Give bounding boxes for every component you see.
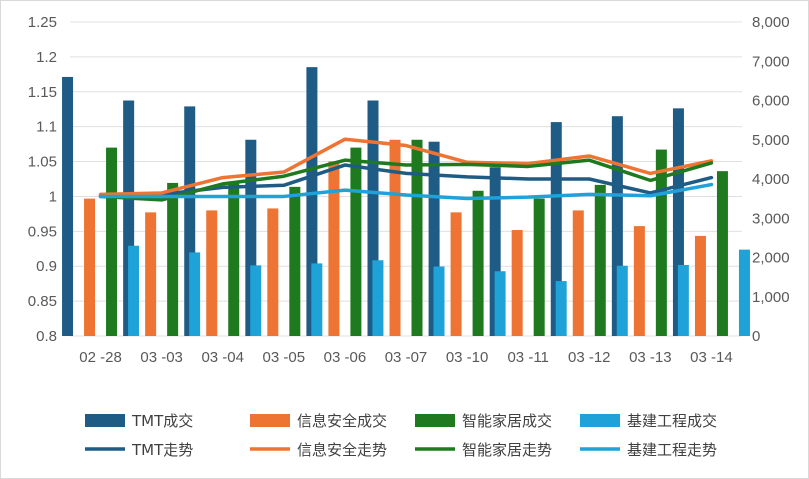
bar xyxy=(311,263,323,336)
x-tick-label: 03 -13 xyxy=(629,349,672,366)
bar xyxy=(655,149,667,336)
bar xyxy=(594,184,606,336)
bar xyxy=(306,67,318,336)
bar xyxy=(250,265,262,336)
bar xyxy=(367,100,379,336)
bar xyxy=(167,182,179,336)
bar xyxy=(228,182,240,336)
y-left-tick-label: 1.25 xyxy=(28,14,57,31)
legend-label: TMT成交 xyxy=(131,412,193,430)
bar xyxy=(123,100,135,336)
bar xyxy=(184,106,196,336)
y-left-tick-label: 1.05 xyxy=(28,154,57,171)
legend-label: 信息安全成交 xyxy=(297,412,387,430)
legend-label: 基建工程成交 xyxy=(627,412,717,430)
x-tick-label: 03 -12 xyxy=(568,349,611,366)
x-tick-label: 03 -04 xyxy=(201,349,244,366)
bar xyxy=(555,281,567,336)
bar xyxy=(328,161,340,336)
y-right-tick-label: 7,000 xyxy=(752,53,790,70)
bar xyxy=(267,208,279,336)
x-tick-label: 02 -28 xyxy=(79,349,122,366)
y-left-tick-label: 1.2 xyxy=(36,49,57,66)
y-right-tick-label: 4,000 xyxy=(752,171,790,188)
bar xyxy=(616,265,628,336)
y-right-tick-label: 3,000 xyxy=(752,210,790,227)
bar xyxy=(494,271,506,336)
bar xyxy=(372,260,384,336)
y-left-tick-label: 0.85 xyxy=(28,293,57,310)
legend-label: 智能家居走势 xyxy=(462,441,552,459)
bar xyxy=(450,212,462,336)
bar xyxy=(633,226,645,336)
bar xyxy=(489,167,501,336)
y-left-tick-label: 0.95 xyxy=(28,223,57,240)
bar xyxy=(62,76,74,336)
x-tick-label: 03 -03 xyxy=(140,349,183,366)
bar xyxy=(411,139,423,336)
legend-label: 信息安全走势 xyxy=(297,441,387,459)
legend-label: 智能家居成交 xyxy=(462,412,552,430)
bar xyxy=(716,171,728,336)
bar xyxy=(533,198,545,336)
bar xyxy=(350,147,362,336)
bar xyxy=(84,198,96,336)
y-right-tick-label: 8,000 xyxy=(752,14,790,31)
bar xyxy=(738,249,750,336)
bar xyxy=(550,122,562,337)
y-left-tick-label: 0.9 xyxy=(36,258,57,275)
x-tick-label: 03 -07 xyxy=(385,349,428,366)
bar xyxy=(189,252,201,336)
bar xyxy=(572,210,584,336)
bar xyxy=(145,212,157,336)
bar xyxy=(206,210,218,336)
y-left-tick-label: 1.1 xyxy=(36,119,57,136)
bar xyxy=(106,147,118,336)
x-tick-label: 03 -10 xyxy=(446,349,489,366)
bar xyxy=(389,139,401,336)
bar xyxy=(611,116,623,336)
legend-swatch xyxy=(580,414,620,427)
legend-swatch xyxy=(415,414,455,427)
y-right-tick-label: 0 xyxy=(752,328,760,345)
x-tick-label: 03 -05 xyxy=(263,349,306,366)
legend-label: TMT走势 xyxy=(131,441,193,459)
series-line xyxy=(98,158,714,202)
y-left-tick-label: 1.15 xyxy=(28,84,57,101)
series-line xyxy=(98,182,714,201)
y-right-tick-label: 2,000 xyxy=(752,250,790,267)
bar xyxy=(672,108,684,336)
legend-swatch xyxy=(250,414,290,427)
bar xyxy=(428,141,440,336)
legend-swatch xyxy=(85,414,125,427)
x-tick-label: 03 -11 xyxy=(507,349,548,366)
bar xyxy=(677,264,689,336)
y-right-tick-label: 1,000 xyxy=(752,289,790,306)
x-tick-label: 03 -06 xyxy=(324,349,367,366)
y-left-tick-label: 1 xyxy=(49,188,57,205)
y-right-tick-label: 6,000 xyxy=(752,93,790,110)
y-right-tick-label: 5,000 xyxy=(752,132,790,149)
bar xyxy=(694,235,706,336)
x-tick-label: 03 -14 xyxy=(690,349,733,366)
bar xyxy=(433,266,445,336)
bar xyxy=(245,139,257,336)
legend-label: 基建工程走势 xyxy=(627,441,717,459)
series-line xyxy=(98,137,714,197)
bar xyxy=(511,230,523,336)
y-left-tick-label: 0.8 xyxy=(36,328,57,345)
bar xyxy=(289,186,301,336)
bar xyxy=(128,245,140,336)
bar xyxy=(472,190,484,336)
